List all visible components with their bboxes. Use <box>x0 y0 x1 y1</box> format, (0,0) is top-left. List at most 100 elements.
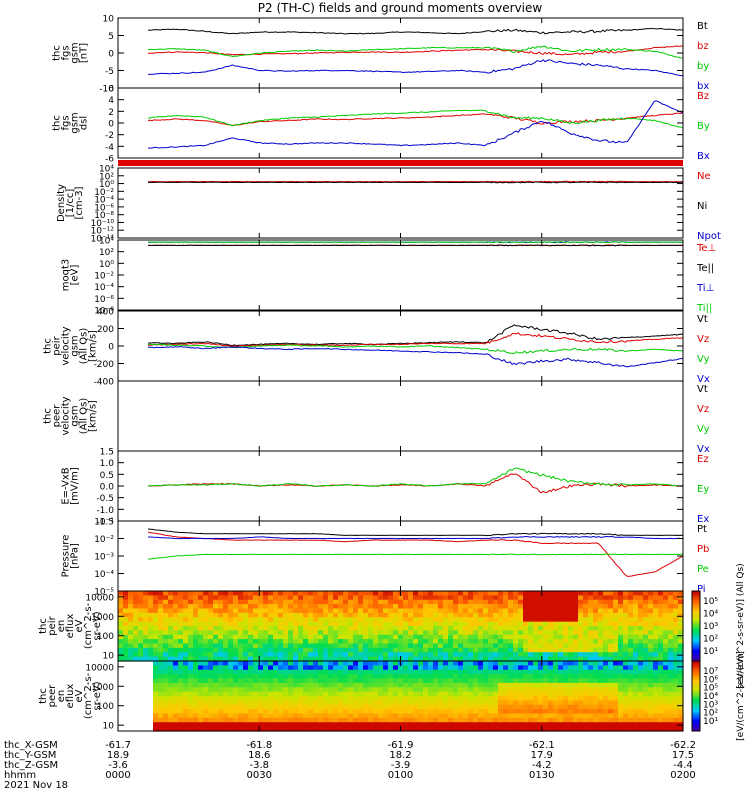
spectrogram-cell <box>183 674 189 680</box>
spectrogram-cell <box>483 691 489 697</box>
spectrogram-cell <box>463 634 469 640</box>
spectrogram-cell <box>243 647 249 653</box>
spectrogram-cell <box>478 656 484 662</box>
spectrogram-cell <box>618 726 624 732</box>
spectrogram-cell <box>348 634 354 640</box>
spectrogram-cell <box>583 700 589 706</box>
legend-Pt: Pt <box>697 524 707 535</box>
y-axis-label: thcfgsgsm[nT] <box>52 42 90 63</box>
spectrogram-cell <box>428 709 434 715</box>
spectrogram-cell <box>573 696 579 701</box>
spectrogram-cell <box>648 691 654 697</box>
spectrogram-cell <box>278 709 284 715</box>
spectrogram-cell <box>213 678 219 684</box>
spectrogram-cell <box>283 634 289 640</box>
spectrogram-cell <box>593 647 599 653</box>
spectrogram-cell <box>553 656 559 662</box>
spectrogram-cell <box>678 626 684 631</box>
spectrogram-cell <box>563 656 569 662</box>
spectrogram-cell <box>198 656 204 662</box>
spectrogram-cell <box>153 621 159 627</box>
spectrogram-cell <box>228 669 234 675</box>
y-tick-label: 100 <box>97 702 114 712</box>
spectrogram-cell <box>308 612 314 618</box>
spectrogram-cell <box>188 700 194 706</box>
spectrogram-cell <box>383 722 389 728</box>
spectrogram-cell <box>383 652 389 658</box>
colorbar-step <box>692 613 700 616</box>
spectrogram-cell <box>358 678 364 684</box>
spectrogram-cell <box>628 604 634 610</box>
spectrogram-cell <box>333 656 339 662</box>
spectrogram-cell <box>643 669 649 675</box>
spectrogram-cell <box>578 696 584 701</box>
spectrogram-cell <box>328 604 334 610</box>
spectrogram-cell <box>268 639 274 645</box>
spectrogram-cell <box>198 591 204 596</box>
spectrogram-cell <box>328 696 334 701</box>
spectrogram-cell <box>238 687 244 693</box>
spectrogram-cell <box>308 647 314 653</box>
spectrogram-cell <box>403 639 409 645</box>
spectrogram-cell <box>183 591 189 596</box>
spectrogram-cell <box>213 608 219 614</box>
spectrogram-cell <box>183 643 189 649</box>
spectrogram-cell <box>258 717 264 723</box>
spectrogram-cell <box>653 696 659 701</box>
spectrogram-cell <box>288 604 294 610</box>
spectrogram-cell <box>553 608 559 614</box>
y-tick-label: 10⁻¹ <box>94 518 114 528</box>
spectrogram-cell <box>503 630 509 636</box>
spectrogram-cell <box>383 634 389 640</box>
spectrogram-cell <box>353 687 359 693</box>
spectrogram-cell <box>608 595 614 601</box>
spectrogram-cell <box>443 599 449 605</box>
spectrogram-cell <box>163 647 169 653</box>
spectrogram-cell <box>118 612 124 618</box>
y-tick-label: 1.5 <box>100 448 114 458</box>
spectrogram-cell <box>218 687 224 693</box>
spectrogram-cell <box>228 656 234 662</box>
spectrogram-cell <box>603 704 609 710</box>
spectrogram-cell <box>423 599 429 605</box>
spectrogram-cell <box>278 665 284 671</box>
spectrogram-cell <box>613 700 619 706</box>
spectrogram-cell <box>163 726 169 732</box>
spectrogram-cell <box>228 599 234 605</box>
spectrogram-cell <box>363 669 369 675</box>
spectrogram-cell <box>328 709 334 715</box>
spectrogram-cell <box>338 726 344 732</box>
spectrogram-cell <box>228 591 234 596</box>
spectrogram-cell <box>538 713 544 719</box>
spectrogram-cell <box>588 687 594 693</box>
spectrogram-cell <box>628 713 634 719</box>
spectrogram-cell <box>398 674 404 680</box>
spectrogram-cell <box>543 617 549 623</box>
spectrogram-cell <box>393 717 399 723</box>
spectrogram-cell <box>428 696 434 701</box>
spectrogram-cell <box>553 665 559 671</box>
spectrogram-cell <box>488 626 494 631</box>
spectrogram-cell <box>183 630 189 636</box>
spectrogram-cell <box>268 621 274 627</box>
colorbar-step <box>692 708 700 711</box>
spectrogram-cell <box>523 709 529 715</box>
spectrogram-cell <box>318 608 324 614</box>
spectrogram-cell <box>578 669 584 675</box>
spectrogram-cell <box>283 674 289 680</box>
spectrogram-cell <box>678 617 684 623</box>
spectrogram-cell <box>433 656 439 662</box>
spectrogram-cell <box>623 722 629 728</box>
spectrogram-cell <box>298 595 304 601</box>
spectrogram-cell <box>218 604 224 610</box>
spectrogram-cell <box>408 678 414 684</box>
colorbar-step <box>692 661 700 664</box>
spectrogram-cell <box>388 630 394 636</box>
spectrogram-cell <box>538 656 544 662</box>
spectrogram-cell <box>163 661 169 666</box>
spectrogram-cell <box>508 704 514 710</box>
spectrogram-cell <box>668 700 674 706</box>
spectrogram-cell <box>478 700 484 706</box>
